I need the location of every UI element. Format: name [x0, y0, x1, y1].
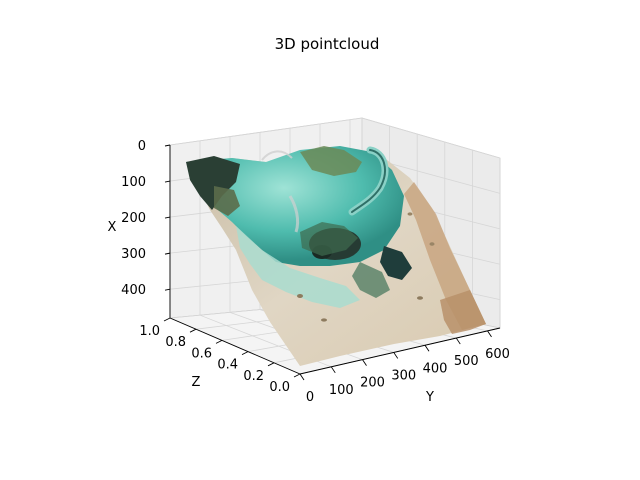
z-tick-label: 0.4 — [217, 358, 238, 373]
y-tick-label: 400 — [423, 361, 448, 376]
z-tick — [189, 328, 197, 333]
x-gridline — [169, 117, 363, 146]
x-tick — [164, 252, 171, 255]
y-tick — [362, 359, 367, 366]
tick-marks — [163, 144, 492, 381]
z-tick-label: 0.6 — [191, 346, 212, 361]
y-tick-label: 0 — [306, 390, 314, 405]
y-tick-label: 600 — [485, 347, 510, 362]
y-tick — [393, 352, 399, 359]
y-tick — [487, 330, 492, 338]
z-tick — [215, 339, 223, 344]
z-tick-label: 0.2 — [243, 369, 264, 384]
z-axis-line — [169, 317, 301, 375]
x-tick-label: 300 — [121, 247, 146, 262]
x-tick — [164, 180, 171, 183]
x-tick-label: 0 — [138, 139, 146, 154]
y-tick — [424, 345, 430, 352]
pointcloud-surface — [186, 146, 486, 366]
tick-labels: 0 100 200 300 400 0.0 0.2 0.4 0.6 0.8 1.0 0 100 200 30… — [121, 139, 510, 405]
z-tick — [293, 373, 301, 378]
z-axis-label: Z — [192, 375, 201, 390]
z-tick — [267, 362, 275, 367]
y-tick — [299, 373, 305, 381]
y-axis-label: Y — [425, 390, 434, 405]
x-tick — [164, 288, 171, 291]
z-tick-label: 0.8 — [165, 335, 186, 350]
z-tick-label: 0.0 — [269, 380, 290, 395]
y-tick — [330, 366, 336, 374]
x-tick-label: 100 — [121, 175, 146, 190]
z-tick — [241, 351, 249, 356]
y-tick-label: 200 — [360, 376, 385, 391]
y-axis-line — [299, 327, 501, 375]
z-tick — [163, 317, 171, 322]
y-tick-label: 500 — [454, 354, 479, 369]
x-tick-label: 400 — [121, 283, 146, 298]
x-tick — [164, 144, 171, 147]
x-tick — [164, 216, 171, 219]
z-tick-label: 1.0 — [139, 324, 160, 339]
x-tick-label: 200 — [121, 211, 146, 226]
y-tick — [455, 337, 461, 345]
x-axis-label: X — [108, 220, 117, 235]
y-tick-label: 100 — [329, 383, 354, 398]
x-gridline — [361, 117, 501, 159]
chart-title: 3D pointcloud — [275, 35, 380, 53]
y-tick-label: 300 — [391, 368, 416, 383]
